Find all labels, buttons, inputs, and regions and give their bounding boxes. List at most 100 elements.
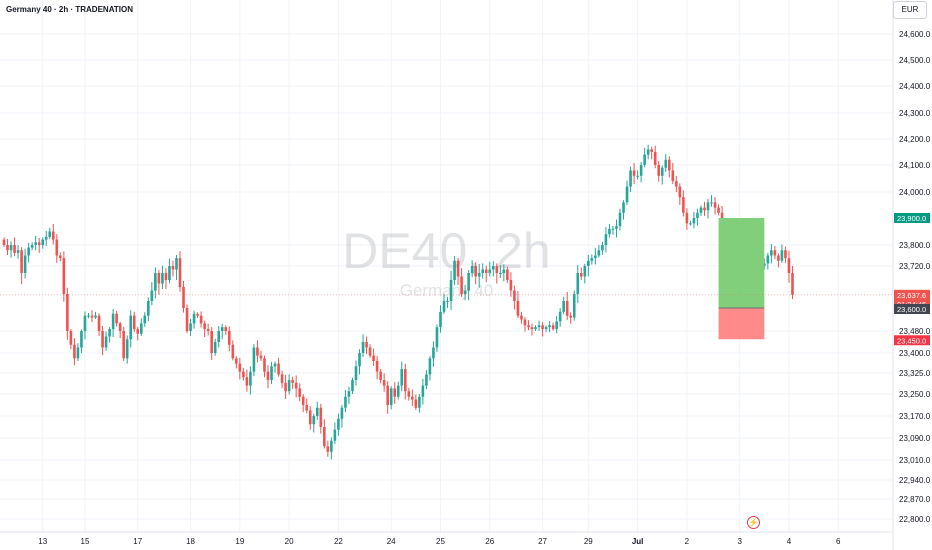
candle-body[interactable] [393, 388, 397, 397]
candle-body[interactable] [411, 396, 414, 400]
candle-body[interactable] [382, 380, 386, 386]
candle-body[interactable] [351, 380, 354, 392]
time-axis[interactable]: 13 15 17 18 19 20 22 24 25 26 27 29 Jul 2 3 4 6 [38, 537, 841, 546]
candle-body[interactable] [161, 273, 164, 284]
candle-body[interactable] [379, 371, 382, 380]
candle-body[interactable] [252, 347, 256, 372]
candle-body[interactable] [323, 427, 326, 447]
candle-body[interactable] [527, 325, 530, 328]
candle-body[interactable] [62, 258, 66, 294]
candle-body[interactable] [129, 315, 133, 340]
candle-body[interactable] [551, 325, 555, 330]
candle-body[interactable] [477, 273, 481, 277]
candle-body[interactable] [368, 347, 372, 356]
candle-body[interactable] [164, 273, 168, 280]
candle-body[interactable] [474, 266, 477, 277]
candle-body[interactable] [347, 391, 351, 397]
candle-body[interactable] [287, 380, 291, 392]
candle-body[interactable] [597, 250, 601, 256]
candle-body[interactable] [389, 388, 393, 405]
candle-body[interactable] [671, 170, 675, 182]
candle-body[interactable] [196, 313, 199, 316]
candle-body[interactable] [108, 329, 111, 337]
candle-body[interactable] [467, 273, 470, 291]
candle-body[interactable] [175, 258, 178, 270]
candle-body[interactable] [453, 260, 456, 280]
loss-zone[interactable] [718, 308, 765, 340]
candle-body[interactable] [682, 197, 685, 213]
candle-body[interactable] [171, 266, 175, 270]
candle-body[interactable] [97, 315, 101, 331]
candle-body[interactable] [266, 371, 270, 380]
candle-body[interactable] [558, 311, 562, 322]
candle-body[interactable] [579, 273, 583, 277]
candle-body[interactable] [9, 245, 13, 251]
candle-body[interactable] [780, 250, 784, 261]
candle-body[interactable] [354, 366, 358, 380]
candle-body[interactable] [66, 294, 69, 331]
candle-body[interactable] [425, 374, 428, 386]
candle-body[interactable] [643, 154, 646, 165]
candle-body[interactable] [396, 385, 400, 397]
candle-body[interactable] [488, 269, 492, 274]
candle-body[interactable] [703, 207, 706, 211]
candle-body[interactable] [76, 347, 80, 359]
profit-zone[interactable] [718, 218, 765, 308]
candle-body[interactable] [562, 301, 565, 312]
candle-body[interactable] [210, 331, 213, 353]
candle-body[interactable] [660, 167, 664, 176]
candle-body[interactable] [44, 236, 48, 240]
candle-body[interactable] [136, 329, 140, 334]
candle-body[interactable] [249, 371, 252, 386]
candle-body[interactable] [224, 327, 228, 331]
candle-body[interactable] [625, 186, 629, 203]
candle-body[interactable] [629, 170, 632, 187]
candle-body[interactable] [611, 228, 615, 230]
candle-body[interactable] [421, 385, 425, 397]
candle-body[interactable] [534, 327, 537, 330]
candle-body[interactable] [791, 273, 794, 295]
candle-body[interactable] [185, 308, 189, 331]
candle-body[interactable] [358, 353, 361, 367]
candle-body[interactable] [213, 342, 217, 353]
candles[interactable] [2, 144, 794, 460]
candle-body[interactable] [491, 266, 495, 270]
candle-body[interactable] [555, 321, 558, 330]
candle-body[interactable] [375, 361, 379, 372]
candle-body[interactable] [548, 325, 551, 328]
candle-body[interactable] [604, 234, 608, 245]
candle-body[interactable] [48, 231, 52, 237]
candle-body[interactable] [150, 290, 154, 302]
candle-body[interactable] [470, 266, 474, 273]
candle-body[interactable] [125, 339, 129, 359]
candle-body[interactable] [235, 358, 238, 364]
candle-body[interactable] [435, 327, 439, 348]
candle-body[interactable] [333, 429, 337, 441]
candle-body[interactable] [717, 207, 720, 213]
candle-body[interactable] [245, 377, 249, 386]
candle-body[interactable] [301, 396, 305, 405]
candle-body[interactable] [238, 363, 242, 372]
candle-body[interactable] [432, 347, 435, 359]
candle-body[interactable] [104, 336, 108, 348]
candle-body[interactable] [784, 250, 787, 259]
candle-body[interactable] [256, 347, 259, 356]
candle-body[interactable] [20, 250, 23, 273]
candle-body[interactable] [259, 355, 263, 359]
candle-body[interactable] [284, 382, 287, 392]
price-axis[interactable]: 24,600.0 24,500.0 24,400.0 24,300.0 24,200.0… [899, 30, 931, 524]
candle-body[interactable] [143, 315, 147, 324]
candle-body[interactable] [51, 231, 55, 240]
candle-body[interactable] [227, 331, 231, 345]
candle-body[interactable] [678, 186, 682, 198]
candle-body[interactable] [312, 416, 316, 425]
candle-body[interactable] [565, 301, 569, 316]
candle-body[interactable] [481, 269, 485, 274]
candle-body[interactable] [199, 315, 203, 324]
candle-body[interactable] [615, 226, 618, 229]
candle-body[interactable] [189, 323, 192, 331]
candle-body[interactable] [773, 250, 777, 256]
candle-body[interactable] [699, 207, 703, 213]
candle-body[interactable] [692, 218, 696, 224]
candle-body[interactable] [217, 331, 221, 342]
